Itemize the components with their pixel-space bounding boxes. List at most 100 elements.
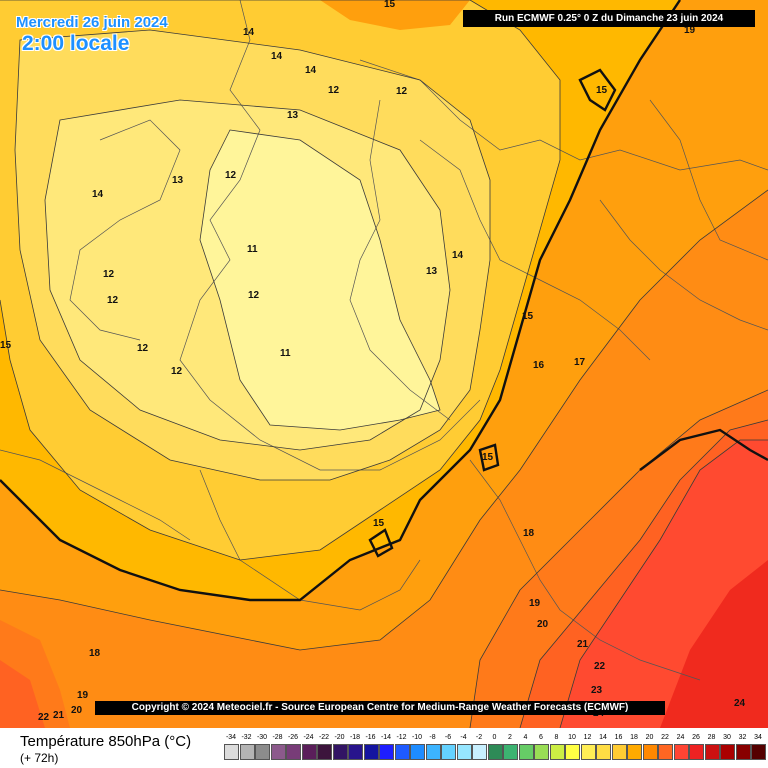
scale-swatch: [720, 744, 735, 760]
isotherm-label: 12: [225, 170, 237, 181]
isotherm-label: 12: [328, 85, 340, 96]
scale-label: -18: [349, 734, 361, 741]
scale-swatch: [425, 744, 441, 760]
isotherm-label: 20: [537, 619, 549, 630]
scale-swatch: [332, 744, 348, 760]
isotherm-label: 15: [0, 340, 12, 351]
scale-label: 4: [523, 734, 528, 741]
scale-label: -34: [225, 734, 237, 741]
isotherm-label: 12: [137, 343, 149, 354]
scale-label: -24: [303, 734, 314, 741]
scale-label: 24: [676, 734, 685, 741]
scale-label: 0: [492, 734, 497, 741]
isotherm-lines: [0, 0, 768, 728]
isotherm-label: 18: [89, 648, 101, 659]
isotherm-label: 14: [452, 250, 464, 261]
scale-swatch: [704, 744, 720, 760]
model-run-info: Run ECMWF 0.25° 0 Z du Dimanche 23 juin …: [463, 10, 755, 27]
zone-t16-north-pocket: [320, 0, 470, 30]
scale-swatch: [379, 744, 394, 760]
scale-label: 10: [568, 734, 576, 741]
zone-t11: [200, 130, 440, 430]
forecast-date: Mercredi 26 juin 2024: [16, 14, 168, 31]
temperature-color-scale: -34 -32 -30 -28 -26 -24 -22 -20 -18 -16 -14 -12 -10-…: [224, 734, 768, 766]
variable-title: Température 850hPa (°C): [20, 733, 192, 750]
isotherm-label: 12: [107, 295, 119, 306]
isotherm-label: 17: [574, 357, 586, 368]
scale-label: -16: [365, 734, 376, 741]
scale-label: 18: [630, 734, 638, 741]
scale-swatch: [735, 744, 751, 760]
scale-swatch: [565, 744, 580, 760]
scale-label: -20: [334, 734, 345, 741]
scale-swatch: [627, 744, 642, 760]
isotherm-value-labels: 14 14 14 12 12 13 12 13 14 11 12 12 12 1…: [0, 0, 746, 723]
isotherm-label: 12: [171, 366, 183, 377]
scale-swatch: [317, 744, 332, 760]
zone-t20-southwest: [0, 660, 45, 728]
isotherm-label: 14: [305, 65, 317, 76]
isotherm-label: 16: [533, 360, 545, 371]
scale-label: 32: [738, 734, 747, 741]
scale-label: -2: [475, 734, 483, 741]
scale-swatch: [658, 744, 673, 760]
scale-swatch: [487, 744, 503, 760]
scale-swatch: [642, 744, 658, 760]
scale-swatch: [503, 744, 518, 760]
forecast-local-time: 2:00 locale: [22, 32, 130, 55]
scale-label: 26: [692, 734, 700, 741]
copyright-notice: Copyright © 2024 Meteociel.fr - Source E…: [95, 701, 665, 715]
scale-label: 16: [614, 734, 623, 741]
scale-label: -4: [460, 734, 467, 741]
scale-swatch: [255, 744, 270, 760]
isotherm-label: 11: [247, 244, 258, 255]
scale-swatch: [286, 744, 301, 760]
isotherm-label: 12: [396, 86, 408, 97]
isotherm-label: 20: [71, 705, 83, 716]
scale-label: 28: [707, 734, 716, 741]
scale-swatch: [270, 744, 286, 760]
scale-label: 6: [539, 734, 543, 741]
isotherm-label: 22: [594, 661, 606, 672]
isotherm-label: 14: [243, 27, 255, 38]
scale-label: -8: [429, 734, 436, 741]
scale-swatch: [224, 744, 239, 760]
isotherm-label: 13: [426, 266, 438, 277]
scale-label: 14: [599, 734, 607, 741]
scale-swatch: [534, 744, 549, 760]
scale-label: -22: [318, 734, 330, 741]
scale-label: -6: [444, 734, 452, 741]
isotherm-bold-lines: [0, 0, 768, 602]
scale-label: -28: [272, 734, 283, 741]
scale-swatch: [611, 744, 627, 760]
scale-swatch: [596, 744, 611, 760]
scale-swatch: [549, 744, 565, 760]
scale-swatch: [751, 744, 766, 760]
scale-swatch: [441, 744, 456, 760]
isotherm-label: 19: [529, 598, 541, 609]
scale-label: -30: [256, 734, 268, 741]
scale-label: 22: [661, 734, 669, 741]
scale-label: 34: [754, 734, 762, 741]
scale-swatch: [456, 744, 472, 760]
scale-swatch: [348, 744, 363, 760]
scale-swatch: [394, 744, 410, 760]
scale-label: 2: [508, 734, 512, 741]
isotherm-label: 19: [77, 690, 89, 701]
scale-label: 12: [583, 734, 592, 741]
isotherm-label: 15: [522, 311, 534, 322]
scale-label: 30: [723, 734, 731, 741]
legend-footer: Température 850hPa (°C) (+ 72h) -34 -32 -3…: [0, 728, 768, 768]
scale-swatch: [363, 744, 379, 760]
isotherm-label: 14: [271, 51, 283, 62]
scale-label: -14: [380, 734, 392, 741]
lead-time: (+ 72h): [20, 751, 59, 765]
isotherm-label: 24: [734, 698, 746, 709]
isotherm-label: 13: [172, 175, 184, 186]
isotherm-label: 18: [523, 528, 535, 539]
zone-t24: [660, 560, 768, 728]
isotherm-label: 19: [684, 25, 696, 36]
isotherm-label: 15: [384, 0, 396, 10]
isotherm-label: 13: [287, 110, 299, 121]
isotherm-label: 21: [577, 639, 589, 650]
